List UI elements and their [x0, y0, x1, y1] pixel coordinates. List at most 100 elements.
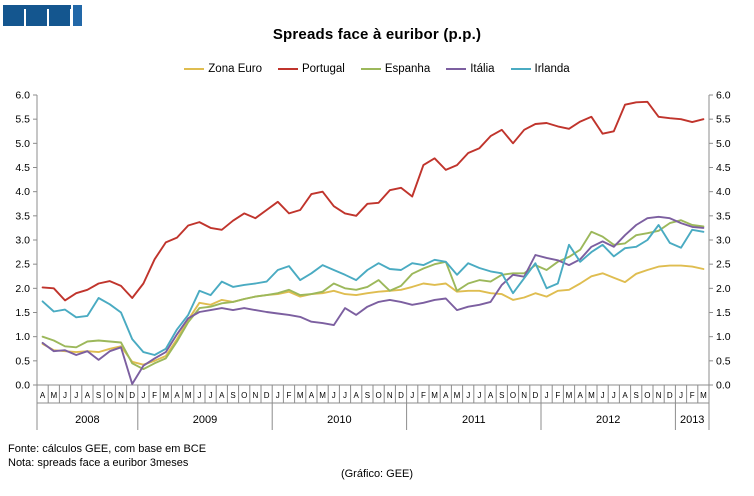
svg-text:0.5: 0.5: [15, 355, 30, 367]
svg-text:M: M: [319, 391, 326, 400]
svg-text:A: A: [40, 391, 46, 400]
gee-logo-square: [3, 9, 24, 26]
svg-text:O: O: [644, 391, 650, 400]
svg-text:S: S: [230, 391, 235, 400]
svg-text:D: D: [533, 391, 539, 400]
svg-text:4.0: 4.0: [15, 186, 30, 198]
svg-text:4.5: 4.5: [15, 162, 30, 174]
gee-logo-bar: [3, 5, 71, 9]
svg-text:J: J: [601, 391, 605, 400]
svg-text:N: N: [656, 391, 662, 400]
svg-text:A: A: [309, 391, 315, 400]
svg-text:1.5: 1.5: [15, 307, 30, 319]
svg-text:1.5: 1.5: [716, 307, 731, 319]
svg-text:6.0: 6.0: [15, 90, 30, 102]
svg-text:5.5: 5.5: [716, 114, 731, 126]
svg-text:J: J: [612, 391, 616, 400]
svg-text:0.0: 0.0: [15, 380, 30, 392]
legend-label: Itália: [470, 63, 495, 75]
legend-swatch: [184, 67, 205, 71]
svg-text:J: J: [209, 391, 213, 400]
y-axis-labels-left: 0.0 0.5 1.0 1.5 2.0 2.5 3.0 3.5 4.0 4.5 5.0 5.5 6.0: [15, 90, 30, 392]
svg-text:M: M: [185, 391, 192, 400]
svg-text:J: J: [466, 391, 470, 400]
svg-text:M: M: [297, 391, 304, 400]
method-note: Nota: spreads face a euribor 3meses: [8, 457, 189, 469]
svg-text:S: S: [365, 391, 370, 400]
svg-text:A: A: [622, 391, 628, 400]
series-line-itália: [41, 215, 705, 385]
svg-text:F: F: [152, 391, 157, 400]
svg-text:2.5: 2.5: [15, 259, 30, 271]
legend-item-irlanda: Irlanda: [510, 63, 570, 75]
svg-text:0.0: 0.0: [716, 380, 731, 392]
gee-logo-tall-block: [73, 5, 82, 26]
source-note: Fonte: cálculos GEE, com base em BCE: [8, 443, 207, 455]
svg-text:6.0: 6.0: [716, 90, 731, 102]
svg-text:M: M: [588, 391, 595, 400]
svg-text:2011: 2011: [462, 414, 486, 426]
legend-label: Irlanda: [534, 63, 570, 75]
svg-text:2012: 2012: [596, 414, 620, 426]
svg-text:M: M: [50, 391, 57, 400]
svg-text:S: S: [634, 391, 639, 400]
svg-text:J: J: [343, 391, 347, 400]
spreads-line-chart: 0.00.51.01.52.02.53.03.54.04.55.05.56.00…: [15, 90, 731, 430]
gee-logo-square: [49, 9, 70, 26]
svg-text:2013: 2013: [680, 414, 704, 426]
svg-text:O: O: [107, 391, 113, 400]
chart-credit: (Gráfico: GEE): [340, 468, 414, 480]
svg-text:J: J: [410, 391, 414, 400]
svg-text:O: O: [375, 391, 381, 400]
svg-text:J: J: [545, 391, 549, 400]
svg-text:1.0: 1.0: [15, 331, 30, 343]
series-line-irlanda: [41, 224, 705, 356]
svg-text:J: J: [197, 391, 201, 400]
svg-text:A: A: [488, 391, 494, 400]
legend-label: Espanha: [384, 63, 431, 75]
legend-label: Portugal: [301, 63, 345, 75]
legend-label: Zona Euro: [208, 63, 262, 75]
svg-text:A: A: [174, 391, 180, 400]
svg-text:A: A: [354, 391, 360, 400]
svg-text:2010: 2010: [327, 414, 351, 426]
legend-item-itália: Itália: [446, 63, 495, 75]
svg-text:2.0: 2.0: [716, 283, 731, 295]
svg-text:D: D: [264, 391, 270, 400]
svg-text:J: J: [332, 391, 336, 400]
svg-text:N: N: [521, 391, 527, 400]
svg-text:4.0: 4.0: [716, 186, 731, 198]
svg-text:J: J: [679, 391, 683, 400]
svg-text:4.5: 4.5: [716, 162, 731, 174]
svg-text:M: M: [431, 391, 438, 400]
y-axis-ticks: [33, 94, 713, 386]
svg-text:O: O: [241, 391, 247, 400]
svg-text:J: J: [63, 391, 67, 400]
svg-text:O: O: [510, 391, 516, 400]
svg-text:F: F: [287, 391, 292, 400]
x-axis-year-labels: 2008 2009 2010 2011 2012 2013: [75, 403, 704, 430]
svg-text:F: F: [555, 391, 560, 400]
svg-text:1.0: 1.0: [716, 331, 731, 343]
svg-text:5.5: 5.5: [15, 114, 30, 126]
svg-text:N: N: [253, 391, 259, 400]
chart-title: Spreads face à euribor (p.p.): [272, 26, 482, 43]
svg-text:A: A: [578, 391, 584, 400]
svg-text:M: M: [700, 391, 707, 400]
svg-text:J: J: [141, 391, 145, 400]
svg-text:M: M: [162, 391, 169, 400]
y-axis-labels-right: 0.0 0.5 1.0 1.5 2.0 2.5 3.0 3.5 4.0 4.5 5.0 5.5 6.0: [716, 90, 731, 392]
svg-text:N: N: [387, 391, 393, 400]
svg-text:5.0: 5.0: [15, 138, 30, 150]
svg-text:S: S: [499, 391, 504, 400]
svg-text:D: D: [398, 391, 404, 400]
svg-text:J: J: [276, 391, 280, 400]
svg-text:3.5: 3.5: [716, 210, 731, 222]
svg-text:N: N: [118, 391, 124, 400]
svg-text:A: A: [443, 391, 449, 400]
svg-text:J: J: [477, 391, 481, 400]
series-lines: [41, 100, 705, 385]
series-line-portugal: [41, 100, 705, 302]
svg-text:F: F: [690, 391, 695, 400]
